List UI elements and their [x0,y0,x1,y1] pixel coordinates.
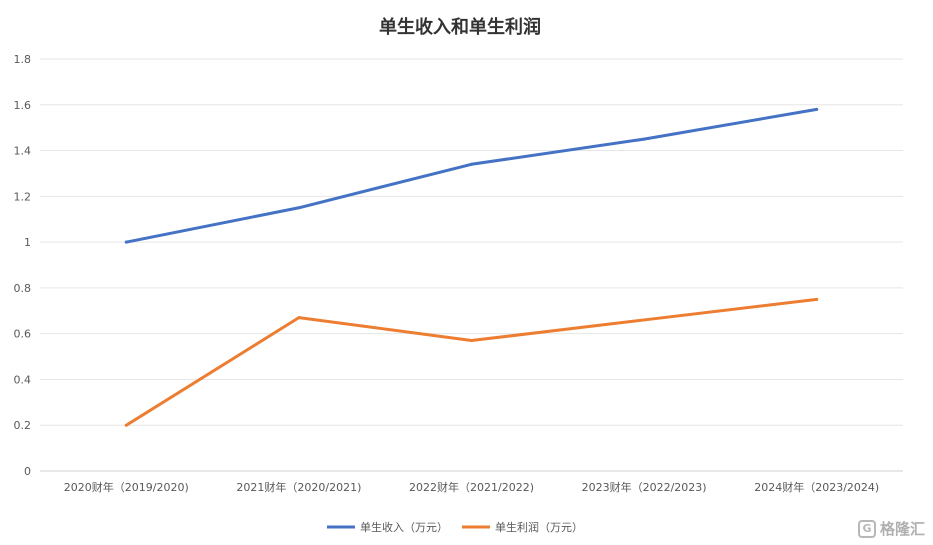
x-tick-label: 2023财年（2022/2023) [582,480,707,494]
data-point [815,297,819,301]
data-point [642,318,646,322]
y-tick-label: 0.8 [14,282,32,295]
x-tick-label: 2021财年（2020/2021) [236,480,361,494]
data-point [470,339,473,343]
watermark-text: 格隆汇 [879,520,925,538]
series-lines [124,107,819,427]
data-point [124,423,128,427]
y-tick-label: 1.6 [14,99,32,112]
y-tick-label: 1 [24,236,31,249]
data-point [124,240,128,244]
series-line-1 [124,297,819,427]
y-tick-label: 0.6 [14,328,32,341]
series-line-0 [124,107,819,244]
y-tick-label: 0.2 [14,419,32,432]
legend: 单生收入（万元） 单生利润（万元） [327,520,583,534]
chart-title: 单生收入和单生利润 [379,16,541,38]
legend-label: 单生利润（万元） [495,520,583,534]
y-axis-ticks: 0 0.2 0.4 0.6 0.8 1 1.2 1.4 1.6 1.8 [14,53,32,478]
data-point [297,206,301,210]
gridlines [40,58,903,472]
y-tick-label: 1.4 [14,145,32,158]
y-tick-label: 1.2 [14,190,32,203]
data-point [815,107,819,111]
x-tick-label: 2020财年（2019/2020) [64,480,189,494]
watermark: G 格隆汇 [857,518,925,539]
data-point [297,316,301,320]
y-tick-label: 0 [24,465,31,478]
x-tick-label: 2024财年（2023/2024) [754,480,879,494]
y-tick-label: 1.8 [14,53,32,66]
legend-label: 单生收入（万元） [360,520,448,534]
data-point [470,162,473,166]
data-point [642,137,646,141]
x-axis-ticks: 2020财年（2019/2020) 2021财年（2020/2021) 2022财年… [64,480,879,494]
x-tick-label: 2022财年（2021/2022) [409,480,534,494]
gelonghui-logo-icon: G [857,519,876,538]
y-tick-label: 0.4 [14,373,32,386]
